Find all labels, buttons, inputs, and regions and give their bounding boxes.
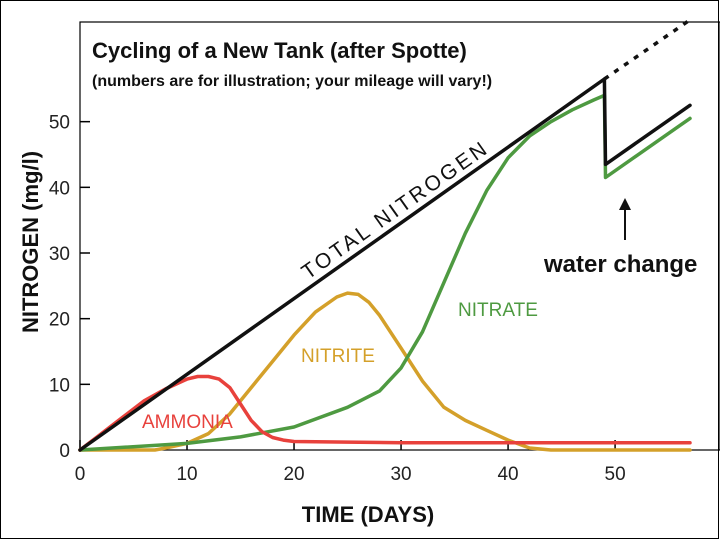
- nitrate-label: NITRATE: [458, 300, 538, 321]
- y-tick-label: 50: [49, 113, 70, 134]
- ammonia-label: AMMONIA: [142, 412, 233, 433]
- y-tick-label: 20: [49, 310, 70, 331]
- data-series: [78, 18, 692, 452]
- total-nitrogen-line: [78, 77, 692, 452]
- chart-title: Cycling of a New Tank (after Spotte): [92, 38, 467, 63]
- y-tick-label: 40: [49, 178, 70, 199]
- y-tick-label: 30: [49, 244, 70, 265]
- x-tick-label: 10: [176, 464, 197, 485]
- x-tick-label: 50: [605, 464, 626, 485]
- axis-ticks: 0 10 20 30 40 50 0 10 20 30 40 50: [49, 113, 626, 485]
- up-arrow-icon: [619, 198, 631, 210]
- total-nitrogen-label: TOTAL NITROGEN: [298, 136, 494, 284]
- total-nitrogen-projected-line: [603, 18, 691, 81]
- y-axis-label: NITROGEN (mg/l): [18, 151, 43, 333]
- x-tick-label: 0: [75, 464, 86, 485]
- plot-frame: [79, 21, 720, 451]
- x-tick-label: 30: [390, 464, 411, 485]
- x-tick-label: 40: [497, 464, 518, 485]
- x-axis-label: TIME (DAYS): [302, 502, 434, 527]
- nitrite-label: NITRITE: [301, 346, 375, 367]
- x-tick-label: 20: [283, 464, 304, 485]
- nitrate-line: [78, 93, 692, 452]
- y-tick-label: 0: [59, 441, 70, 462]
- water-change-label: water change: [543, 251, 697, 278]
- nitrite-line: [78, 291, 692, 452]
- ammonia-line: [78, 374, 692, 452]
- chart-subtitle: (numbers are for illustration; your mile…: [92, 73, 492, 90]
- water-change-annotation: water change: [543, 198, 697, 278]
- y-tick-label: 10: [49, 375, 70, 396]
